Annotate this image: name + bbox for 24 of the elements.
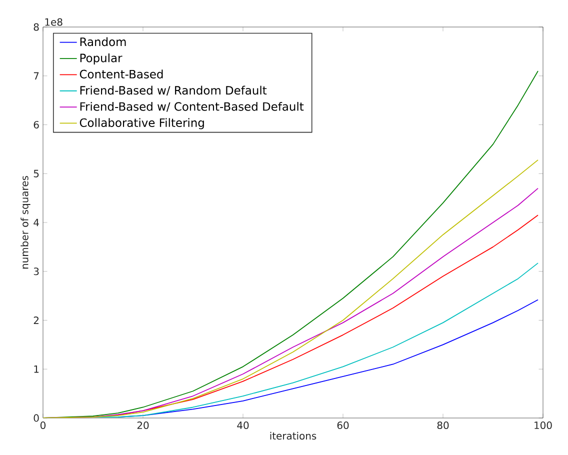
x-tick-label: 80 [437,422,449,430]
x-tick-label: 40 [237,422,249,430]
x-tick-label: 0 [40,422,46,430]
y-tick-label: 0 [34,414,39,422]
x-axis-title: iterations [270,432,316,440]
y-tick-label: 4 [34,218,39,226]
legend-label: Friend-Based w/ Random Default [80,86,267,96]
y-tick-label: 1 [34,365,39,373]
legend-label: Friend-Based w/ Content-Based Default [80,102,304,112]
x-tick-label: 100 [534,422,552,430]
legend-label: Collaborative Filtering [80,118,204,130]
legend-label: Random [80,37,126,46]
y-tick-label: 6 [34,120,39,129]
y-tick-label: 7 [34,72,39,80]
x-tick-label: 60 [337,422,349,430]
y-tick-label: 5 [34,170,39,178]
y-axis-title: number of squares [20,176,30,269]
legend-label: Popular [80,53,122,65]
y-tick-label: 3 [34,268,39,276]
y-tick-label: 8 [34,23,39,31]
legend-label: Content-Based [80,70,163,78]
y-tick-label: 2 [34,316,38,324]
x-tick-label: 20 [137,422,149,430]
text: 1e8 [45,18,62,26]
